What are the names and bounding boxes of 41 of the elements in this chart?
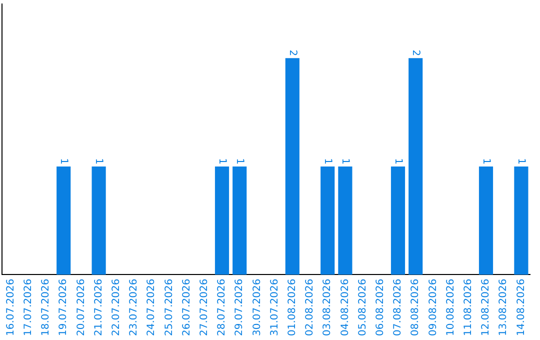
data-label: 2 [410,50,422,56]
x-tick-label: 22.07.2026 [110,278,122,336]
x-tick-label: 17.07.2026 [22,278,34,336]
x-tick-label: 20.07.2026 [76,278,87,336]
x-tick-label: 06.08.2026 [374,278,386,336]
data-label: 1 [234,158,246,164]
x-tick-label: 18.07.2026 [40,278,52,336]
x-tick-label: 16.07.2026 [5,278,16,336]
data-label: 1 [322,158,334,164]
data-label: 1 [516,158,527,164]
data-label: 1 [392,158,404,164]
x-tick-label: 02.08.2026 [304,278,316,336]
data-label: 1 [216,158,228,164]
x-tick-label: 23.07.2026 [128,278,140,336]
x-tick-label: 29.07.2026 [234,278,246,336]
data-label: 1 [58,158,70,164]
x-tick-label: 26.07.2026 [181,278,192,336]
x-tick-label: 05.08.2026 [357,278,368,336]
x-tick-label: 14.08.2026 [516,278,527,336]
x-tick-label: 27.07.2026 [198,278,210,336]
x-tick-label: 07.08.2026 [392,278,404,336]
x-tick-label: 03.08.2026 [322,278,334,336]
data-label: 1 [480,158,492,164]
x-tick-label: 30.07.2026 [252,278,263,336]
x-tick-label: 11.08.2026 [462,278,474,336]
x-tick-label: 25.07.2026 [164,278,175,336]
data-label: 1 [340,158,351,164]
x-tick-label: 08.08.2026 [410,278,422,336]
x-tick-label: 04.08.2026 [340,278,351,336]
data-label: 1 [93,158,104,164]
x-tick-label: 24.07.2026 [146,278,158,336]
data-label: 2 [286,50,298,56]
x-tick-label: 12.08.2026 [480,278,492,336]
x-tick-label: 13.08.2026 [498,278,510,336]
x-tick-label: 31.07.2026 [269,278,280,336]
x-tick-label: 28.07.2026 [216,278,228,336]
x-tick-label: 21.07.2026 [93,278,104,336]
x-tick-label: 19.07.2026 [58,278,70,336]
x-tick-label: 01.08.2026 [286,278,298,336]
x-tick-label: 10.08.2026 [445,278,456,336]
x-tick-label: 09.08.2026 [428,278,439,336]
